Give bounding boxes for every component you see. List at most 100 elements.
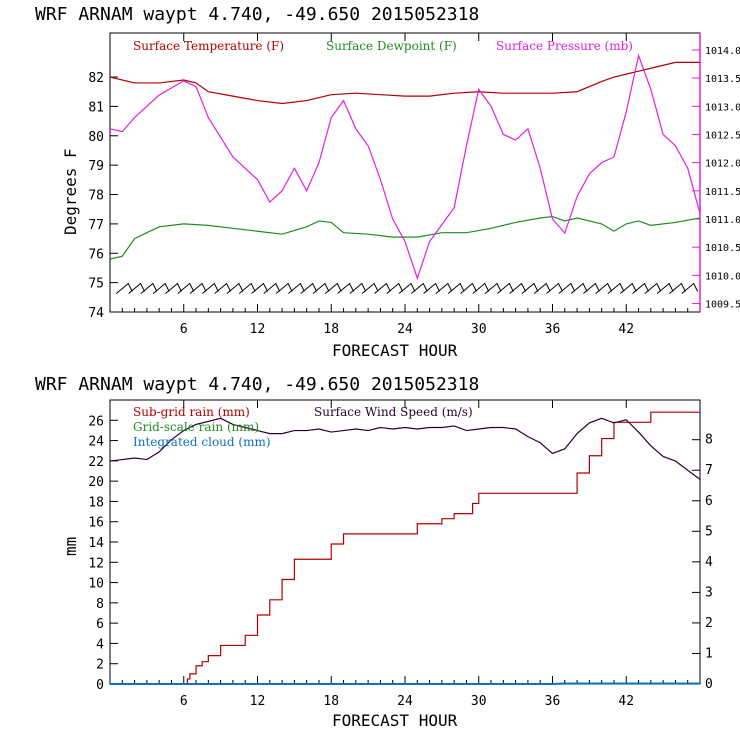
temperature-panel: WRF ARNAM waypt 4.740, -49.650 201505231… (35, 4, 740, 360)
y2-tick-label: 1010.0 (705, 271, 740, 282)
wind-barb (583, 282, 600, 294)
y-tick-label: 0 (96, 678, 104, 693)
x-tick-label: 42 (618, 322, 634, 337)
y-tick-label: 6 (96, 617, 104, 632)
wind-barb (288, 282, 305, 294)
y-tick-label: 22 (88, 455, 104, 470)
wind-barb (337, 282, 354, 294)
panel2-ylabel: mm (61, 537, 80, 556)
x-tick-label: 42 (618, 694, 634, 709)
series-line-0 (110, 411, 700, 685)
wind-barb (275, 282, 293, 294)
y-tick-label: 10 (88, 577, 104, 592)
wind-barb (509, 282, 527, 294)
series-line-0 (109, 61, 700, 105)
y2-tick-label: 1014.0 (705, 46, 740, 57)
y-tick-label: 8 (96, 597, 104, 612)
legend-gridscale-rain: Grid-scale rain (mm) (133, 420, 259, 434)
wind-barb (619, 282, 637, 294)
wind-barb (374, 282, 391, 294)
panel1-ylabel: Degrees F (61, 148, 80, 235)
wind-barb (497, 282, 514, 294)
panel1-series (109, 53, 701, 281)
wind-barb (238, 282, 256, 294)
wind-barb (177, 282, 195, 294)
wind-barb (115, 282, 133, 294)
y2-tick-label: 7 (705, 463, 713, 478)
wind-barb (472, 282, 490, 294)
y2-tick-label: 8 (705, 433, 713, 448)
wind-barb (398, 282, 416, 294)
wind-barb (656, 282, 674, 294)
legend-surface-wind-speed: Surface Wind Speed (m/s) (314, 405, 473, 419)
wind-barb (533, 282, 551, 294)
wind-barb (386, 282, 404, 294)
series-line-2 (110, 682, 700, 685)
x-tick-label: 24 (397, 694, 413, 709)
y2-tick-label: 1011.0 (705, 215, 740, 226)
y-tick-label: 79 (88, 159, 104, 174)
wind-barb (521, 282, 539, 294)
x-tick-label: 30 (471, 322, 487, 337)
wind-barb (226, 282, 244, 294)
x-tick-label: 6 (180, 694, 188, 709)
wind-barb (324, 282, 342, 294)
y2-tick-label: 1 (705, 646, 713, 661)
series-line-2 (109, 53, 701, 281)
wind-barb (165, 282, 182, 294)
wind-barb (202, 282, 219, 294)
wind-barb (447, 282, 465, 294)
wind-barb (251, 282, 268, 294)
series-line-1 (109, 215, 701, 260)
y2-tick-label: 1010.5 (705, 243, 740, 254)
wind-barb (300, 282, 318, 294)
y-tick-label: 82 (88, 71, 104, 86)
y-tick-label: 16 (88, 516, 104, 531)
y-tick-label: 24 (88, 435, 104, 450)
panel2-right-y-axis: 0 1 2 3 4 5 6 7 8 (692, 433, 713, 692)
y2-tick-label: 5 (705, 524, 713, 539)
panel2-xlabel: FORECAST HOUR (332, 711, 458, 730)
y2-tick-label: 1011.5 (705, 187, 740, 198)
x-tick-label: 36 (545, 322, 561, 337)
x-tick-label: 12 (250, 322, 266, 337)
wind-barb (312, 282, 330, 294)
panel1-xlabel: FORECAST HOUR (332, 341, 458, 360)
y-tick-label: 80 (88, 130, 104, 145)
y-tick-label: 74 (88, 306, 104, 321)
y2-tick-label: 1013.5 (705, 74, 740, 85)
y-tick-label: 2 (96, 658, 104, 673)
y-tick-label: 77 (88, 218, 104, 233)
wind-barb (607, 282, 625, 294)
wind-barb (349, 282, 367, 294)
panel1-wind-barbs (115, 282, 699, 294)
y2-tick-label: 6 (705, 494, 713, 509)
wind-barb (152, 282, 170, 294)
x-tick-label: 24 (397, 322, 413, 337)
legend-integrated-cloud: Integrated cloud (mm) (133, 435, 271, 449)
y2-tick-label: 4 (705, 555, 713, 570)
wind-barb (423, 282, 441, 294)
wind-barb (435, 282, 453, 294)
wind-barb (128, 282, 146, 294)
panel1-right-y-axis: 1009.5 1010.0 1010.5 1011.0 1011.5 1012.0 1012… (692, 46, 740, 311)
panel2-title: WRF ARNAM waypt 4.740, -49.650 201505231… (35, 374, 479, 395)
wind-barb (484, 282, 502, 294)
x-tick-label: 18 (323, 694, 339, 709)
y2-tick-label: 2 (705, 616, 713, 631)
y2-tick-label: 1013.0 (705, 102, 740, 113)
wind-barb (361, 282, 379, 294)
x-tick-label: 30 (471, 694, 487, 709)
legend-subgrid-rain: Sub-grid rain (mm) (133, 405, 250, 419)
wind-barb (570, 282, 588, 294)
legend-surface-pressure: Surface Pressure (mb) (496, 39, 633, 53)
wind-barb (632, 282, 649, 294)
x-tick-label: 12 (250, 694, 266, 709)
y-tick-label: 20 (88, 475, 104, 490)
y2-tick-label: 0 (705, 677, 713, 692)
precipitation-panel: WRF ARNAM waypt 4.740, -49.650 201505231… (35, 374, 713, 730)
wind-barb (140, 282, 158, 294)
y-tick-label: 4 (96, 637, 104, 652)
y-tick-label: 76 (88, 247, 104, 262)
